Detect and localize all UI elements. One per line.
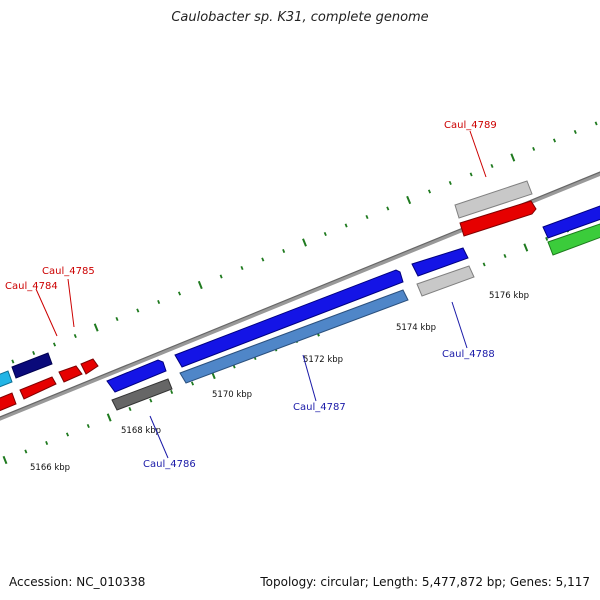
outer-tick <box>52 342 57 347</box>
leader-line-caul-4785 <box>67 278 75 328</box>
outer-tick <box>344 223 348 228</box>
outer-tick <box>157 299 161 305</box>
outer-tick <box>594 121 598 126</box>
inner-tick <box>482 262 486 267</box>
outer-tick <box>323 231 327 237</box>
scale-label-5166: 5166 kbp <box>30 463 70 473</box>
gene-feature-caul-4786[interactable] <box>111 378 173 411</box>
genome-summary-text: Topology: circular; Length: 5,477,872 bp… <box>260 575 590 589</box>
outer-tick <box>490 163 494 168</box>
outer-tick <box>136 308 140 313</box>
scale-label-5168: 5168 kbp <box>121 426 161 436</box>
scale-label-5176: 5176 kbp <box>489 291 529 301</box>
accession-text: Accession: NC_010338 <box>9 575 146 589</box>
outer-tick <box>11 359 15 364</box>
gene-label-caul-4787[interactable]: Caul_4787 <box>293 402 346 413</box>
gene-label-caul-4789[interactable]: Caul_4789 <box>444 120 497 131</box>
gene-feature-caul-4787[interactable] <box>179 289 409 384</box>
gene-feature-caul-4787-long[interactable] <box>174 269 404 368</box>
gene-feature-blue-far-right[interactable] <box>542 205 600 239</box>
gene-feature-caul-4786-region[interactable] <box>106 359 167 393</box>
map-title: Caulobacter sp. K31, complete genome <box>171 10 429 25</box>
outer-tick <box>219 274 223 279</box>
gene-feature-navy[interactable] <box>11 352 53 379</box>
outer-tick <box>261 257 265 262</box>
inner-tick <box>170 389 174 395</box>
outer-tick <box>573 129 577 134</box>
inner-tick <box>190 381 195 386</box>
gene-feature-caul-4784[interactable] <box>19 376 57 400</box>
outer-tick <box>510 153 516 162</box>
outer-tick <box>240 265 244 271</box>
gene-feature-green-far-right[interactable] <box>547 223 600 256</box>
leader-line-caul-4784 <box>35 288 58 337</box>
outer-tick <box>73 333 77 339</box>
inner-tick <box>65 432 70 437</box>
gene-feature-caul-4788[interactable] <box>416 265 475 297</box>
outer-tick <box>32 350 36 356</box>
inner-tick <box>503 253 507 258</box>
gene-feature-caul-4789-red[interactable] <box>459 200 537 237</box>
outer-tick <box>427 189 432 194</box>
tick-row-outer <box>11 121 598 364</box>
scale-label-5170: 5170 kbp <box>212 390 252 400</box>
leader-line-caul-4789 <box>469 130 487 178</box>
outer-tick <box>406 195 412 205</box>
outer-tick <box>448 180 452 185</box>
leader-line-caul-4786 <box>149 415 169 459</box>
inner-tick <box>128 406 132 412</box>
inner-tick <box>106 413 112 422</box>
inner-tick <box>149 398 153 403</box>
inner-tick <box>545 236 549 241</box>
outer-tick <box>469 172 473 177</box>
gene-label-caul-4786[interactable]: Caul_4786 <box>143 459 196 470</box>
outer-tick <box>386 206 390 211</box>
gene-feature-caul-4789-grey[interactable] <box>454 180 533 219</box>
inner-tick <box>45 440 49 446</box>
inner-tick <box>523 243 529 252</box>
outer-tick <box>532 146 536 151</box>
gene-label-caul-4785[interactable]: Caul_4785 <box>42 266 95 277</box>
outer-tick <box>93 323 99 332</box>
outer-tick <box>365 214 369 220</box>
outer-tick <box>115 316 119 322</box>
outer-tick <box>197 280 203 290</box>
scale-label-5174: 5174 kbp <box>396 323 436 333</box>
inner-tick <box>2 455 8 465</box>
gene-feature-caul-4785[interactable] <box>58 358 99 383</box>
leader-line-caul-4788 <box>451 301 468 349</box>
outer-tick <box>177 291 182 296</box>
gene-feature-blue-right-upper[interactable] <box>411 247 469 277</box>
scale-label-5172: 5172 kbp <box>303 355 343 365</box>
inner-tick <box>24 449 28 454</box>
gene-label-caul-4784[interactable]: Caul_4784 <box>5 281 58 292</box>
inner-tick <box>86 423 90 429</box>
leader-line-caul-4787 <box>302 354 317 402</box>
outer-tick <box>552 138 557 143</box>
gene-feature-red-left[interactable] <box>0 392 17 413</box>
gene-label-caul-4788[interactable]: Caul_4788 <box>442 349 495 360</box>
outer-tick <box>282 248 286 254</box>
outer-tick <box>302 238 307 247</box>
gene-feature-upper-left-cyan[interactable] <box>0 370 13 389</box>
